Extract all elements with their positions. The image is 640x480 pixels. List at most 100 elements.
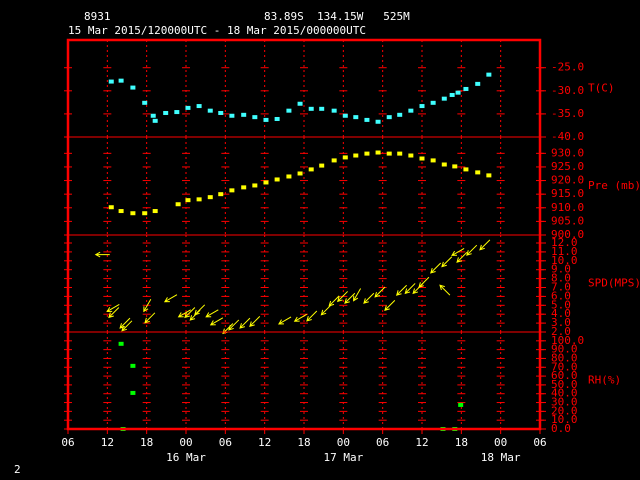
data-point: [207, 195, 213, 200]
x-tick-label: 18: [455, 436, 468, 449]
data-point: [397, 112, 403, 117]
y-tick-label: 6.0: [551, 289, 571, 302]
y-tick-label: 10.0: [551, 413, 578, 426]
x-tick-label: 06: [376, 436, 389, 449]
data-point: [108, 79, 114, 84]
y-tick-label: 100.0: [551, 334, 584, 347]
wind-arrow: [121, 320, 133, 332]
y-tick-label: -30.0: [551, 84, 584, 97]
y-axis-label: Pre (mb): [588, 179, 640, 192]
data-point: [375, 150, 381, 155]
data-point: [331, 158, 337, 163]
data-point: [150, 113, 156, 118]
data-point: [463, 167, 469, 172]
data-point: [419, 156, 425, 161]
wind-arrow: [184, 307, 196, 319]
data-point: [441, 162, 447, 167]
wind-arrow: [209, 317, 224, 326]
wind-arrow: [108, 307, 120, 319]
wind-arrow: [439, 284, 451, 296]
data-point: [174, 110, 180, 115]
wind-arrow: [328, 295, 340, 307]
data-point: [286, 108, 292, 113]
wind-arrow: [353, 288, 362, 302]
wind-arrow: [106, 304, 120, 312]
data-point: [455, 90, 461, 95]
data-point: [130, 85, 136, 90]
x-tick-label: 00: [494, 436, 507, 449]
x-tick-label: 18: [297, 436, 310, 449]
y-tick-label: 50.0: [551, 378, 578, 391]
data-point: [163, 110, 169, 115]
data-point: [364, 151, 370, 156]
data-point: [196, 197, 202, 202]
data-point: [218, 110, 224, 115]
data-point: [252, 183, 258, 188]
wind-arrow: [278, 316, 292, 325]
wind-arrow: [177, 309, 192, 318]
wind-arrow: [418, 276, 430, 288]
data-point: [118, 209, 124, 214]
data-point: [130, 211, 136, 216]
station-location: 83.89S 134.15W 525M: [264, 10, 410, 23]
data-point: [297, 101, 303, 106]
wind-arrow: [466, 244, 478, 256]
x-day-label: 17 Mar: [323, 451, 363, 464]
wind-arrow: [336, 291, 348, 303]
wind-arrow: [384, 299, 396, 311]
data-point: [152, 209, 158, 214]
data-point: [397, 151, 403, 156]
data-point: [108, 205, 114, 210]
page-number: 2: [14, 463, 21, 476]
data-point: [386, 151, 392, 156]
y-tick-label: 4.0: [551, 307, 571, 320]
data-point: [207, 108, 213, 113]
y-tick-label: 11.0: [551, 245, 578, 258]
x-tick-label: 12: [101, 436, 114, 449]
y-tick-label: 20.0: [551, 404, 578, 417]
data-point: [353, 115, 359, 120]
y-tick-label: 5.0: [551, 298, 571, 311]
data-point: [229, 113, 235, 118]
data-point: [486, 173, 492, 178]
data-point: [185, 105, 191, 110]
x-tick-label: 18: [140, 436, 153, 449]
data-point: [475, 81, 481, 86]
y-tick-label: 80.0: [551, 351, 578, 364]
y-tick-label: 12.0: [551, 236, 578, 249]
y-axis-label: T(C): [588, 82, 615, 95]
data-point: [308, 106, 314, 111]
wind-arrow: [404, 283, 416, 295]
y-tick-label: 905.0: [551, 214, 584, 227]
data-point: [274, 116, 280, 121]
data-point: [286, 174, 292, 179]
data-point: [185, 198, 191, 203]
wind-arrow: [94, 251, 110, 258]
wind-arrow: [306, 310, 318, 322]
wind-arrow: [249, 316, 261, 328]
data-point: [142, 100, 148, 105]
data-point: [142, 211, 148, 216]
data-point: [229, 188, 235, 193]
y-tick-label: 40.0: [551, 387, 578, 400]
wind-arrow: [344, 292, 356, 304]
y-tick-label: 30.0: [551, 396, 578, 409]
data-point: [375, 119, 381, 124]
data-point: [452, 164, 458, 169]
data-point: [408, 108, 414, 113]
data-point: [196, 104, 202, 109]
data-point: [408, 153, 414, 158]
x-tick-label: 12: [258, 436, 271, 449]
wind-arrow: [479, 239, 491, 251]
y-tick-label: 90.0: [551, 343, 578, 356]
data-point: [297, 171, 303, 176]
y-tick-label: 60.0: [551, 369, 578, 382]
y-tick-label: 925.0: [551, 160, 584, 173]
x-tick-label: 06: [61, 436, 74, 449]
wind-arrow: [228, 319, 240, 331]
x-tick-label: 12: [415, 436, 428, 449]
data-point: [319, 106, 325, 111]
data-point: [430, 100, 436, 105]
